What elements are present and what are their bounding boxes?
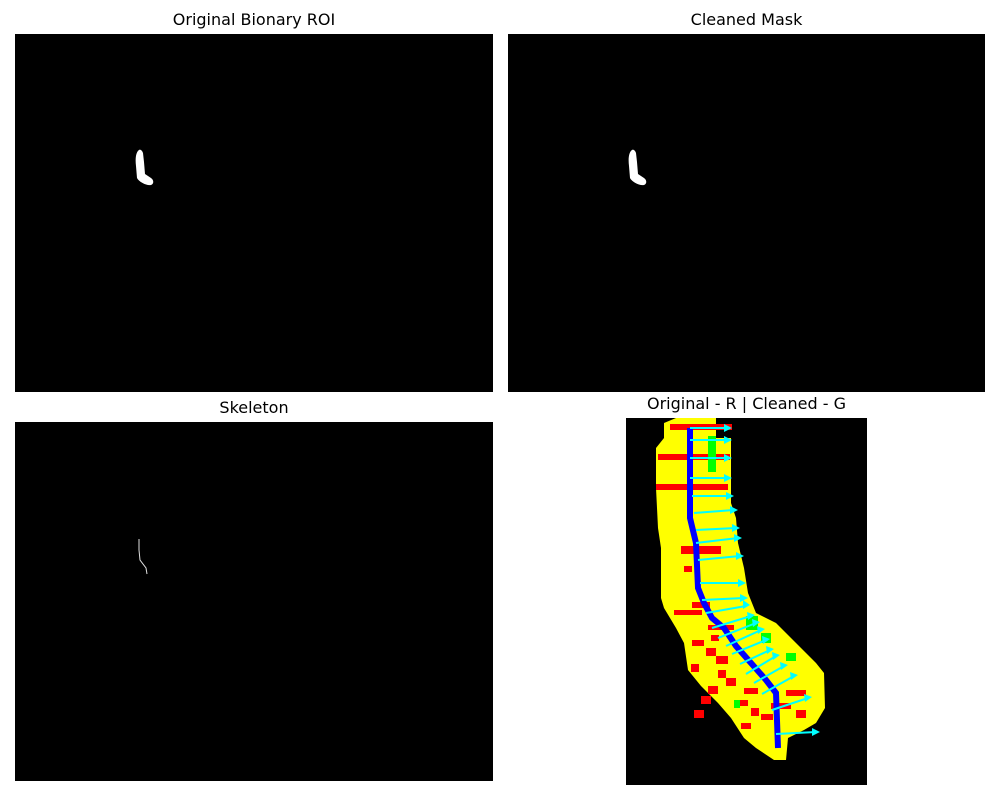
original-roi-image [15,34,493,392]
cleaned-mask-image [508,34,985,392]
panel-title: Original Bionary ROI [172,10,336,29]
panel-skeleton: Skeleton [15,392,493,782]
panel-title: Skeleton [219,398,289,417]
arrow-heads [724,424,820,736]
overlap-region [656,418,825,760]
skeleton-image [15,422,493,781]
normal-arrows [690,427,817,735]
panel-title: Cleaned Mask [690,10,803,29]
panel-cleaned-mask: Cleaned Mask [508,0,985,392]
mask-blob [628,149,647,186]
overlay-image [626,418,867,785]
panel-original-roi: Original Bionary ROI [15,0,493,392]
skeleton-centerline [687,428,781,749]
panel-title: Original - R | Cleaned - G [647,394,846,413]
skeleton-line [138,539,148,575]
panel-overlay: Original - R | Cleaned - G [508,392,985,792]
roi-blob [135,149,154,186]
